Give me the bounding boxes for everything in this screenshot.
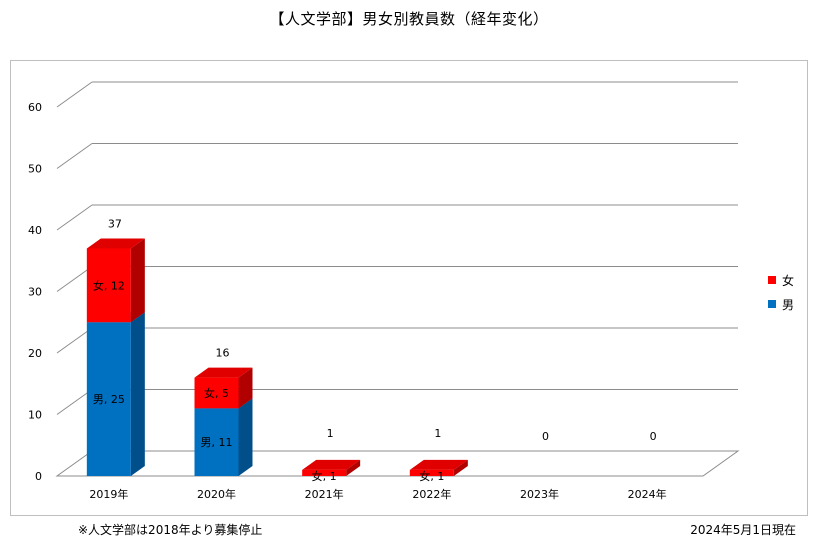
legend-swatch-male xyxy=(768,300,776,308)
bar-female-side xyxy=(453,459,468,476)
data-label-total: 1 xyxy=(327,427,334,440)
legend-item-female: 女 xyxy=(768,268,794,292)
bar-female xyxy=(86,248,131,323)
chart-frame xyxy=(10,60,808,516)
y-tick-label: 20 xyxy=(28,347,42,360)
x-tick-label: 2024年 xyxy=(628,487,667,501)
data-label-female: 女, 12 xyxy=(93,278,125,292)
x-tick-label: 2023年 xyxy=(520,487,559,501)
bar-female-top xyxy=(86,238,145,249)
x-tick-label: 2020年 xyxy=(197,487,236,501)
data-label-female: 女, 1 xyxy=(419,469,444,483)
bar-female-top xyxy=(194,367,253,378)
gridline-diagonal xyxy=(56,81,93,108)
legend-item-male: 男 xyxy=(768,292,794,316)
gridline-diagonal xyxy=(56,204,93,231)
legend-swatch-female xyxy=(768,276,776,284)
data-label-male: 男, 11 xyxy=(201,436,233,449)
y-tick-label: 60 xyxy=(28,101,42,114)
bar-female xyxy=(194,377,239,409)
legend-label-male: 男 xyxy=(782,297,795,312)
bar-female xyxy=(302,469,347,476)
gridline-diagonal xyxy=(56,327,93,354)
bar-male-side xyxy=(130,312,145,476)
data-label-male: 男, 25 xyxy=(93,393,125,406)
y-tick-label: 10 xyxy=(28,409,42,422)
bar-female-side xyxy=(346,459,361,476)
gridline-diagonal xyxy=(56,143,93,169)
bar-female-side xyxy=(130,238,145,323)
bar-female-side xyxy=(238,367,253,409)
x-tick-label: 2022年 xyxy=(412,487,451,501)
x-tick-label: 2021年 xyxy=(305,487,344,501)
gridline-diagonal xyxy=(56,266,93,292)
bar-male-side xyxy=(238,398,253,476)
chart-title: 【人文学部】男女別教員数（経年変化） xyxy=(269,10,549,28)
y-tick-label: 50 xyxy=(28,163,42,176)
data-label-total: 1 xyxy=(434,427,441,440)
y-tick-label: 30 xyxy=(28,286,42,299)
data-label-total: 0 xyxy=(650,430,657,443)
bar-female-top xyxy=(302,459,361,470)
data-label-total: 0 xyxy=(542,430,549,443)
y-tick-label: 40 xyxy=(28,224,42,237)
bar-male xyxy=(86,322,131,476)
bar-female-top xyxy=(409,459,468,470)
bar-male xyxy=(194,408,239,476)
legend: 女 男 xyxy=(768,268,794,316)
x-tick-label: 2019年 xyxy=(89,487,128,501)
legend-label-female: 女 xyxy=(782,273,795,288)
data-label-total: 16 xyxy=(216,347,230,360)
gridline-diagonal xyxy=(56,389,93,415)
y-tick-label: 0 xyxy=(35,470,42,483)
bar-female xyxy=(409,469,454,476)
footer-note: ※人文学部は2018年より募集停止 xyxy=(78,523,263,537)
data-label-female: 女, 1 xyxy=(312,469,337,483)
data-label-female: 女, 5 xyxy=(204,386,229,400)
chart-floor xyxy=(55,450,740,477)
footer-date: 2024年5月1日現在 xyxy=(690,523,796,537)
data-label-total: 37 xyxy=(108,217,122,230)
